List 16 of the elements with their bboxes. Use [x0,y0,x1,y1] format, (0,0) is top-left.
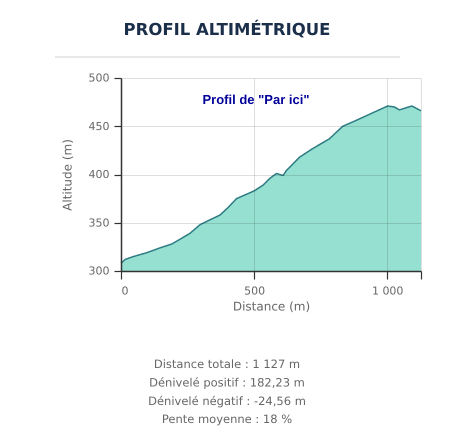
text: Pente moyenne : 18 % [162,412,292,426]
y-tick-label: 500 [88,72,110,84]
x-tick-label: 0 [122,284,128,298]
y-axis-title: Altitude (m) [60,139,75,211]
chart-title: PROFIL ALTIMÉTRIQUE [124,19,330,39]
y-tick-label: 400 [88,168,110,181]
text: Dénivelé négatif : -24,56 m [148,394,306,408]
y-tick-label: 450 [88,120,110,133]
x-tick-label: 500 [244,284,266,298]
y-tick-label: 350 [88,216,110,230]
x-tick-label: 1 000 [372,284,404,298]
text: Distance totale : 1 127 m [154,357,300,371]
text: Profil de "Par ici" [202,92,310,107]
text: Dénivelé positif : 182,23 m [149,375,305,390]
y-tick-label: 300 [88,264,110,278]
x-axis-title: Distance (m) [232,300,310,314]
